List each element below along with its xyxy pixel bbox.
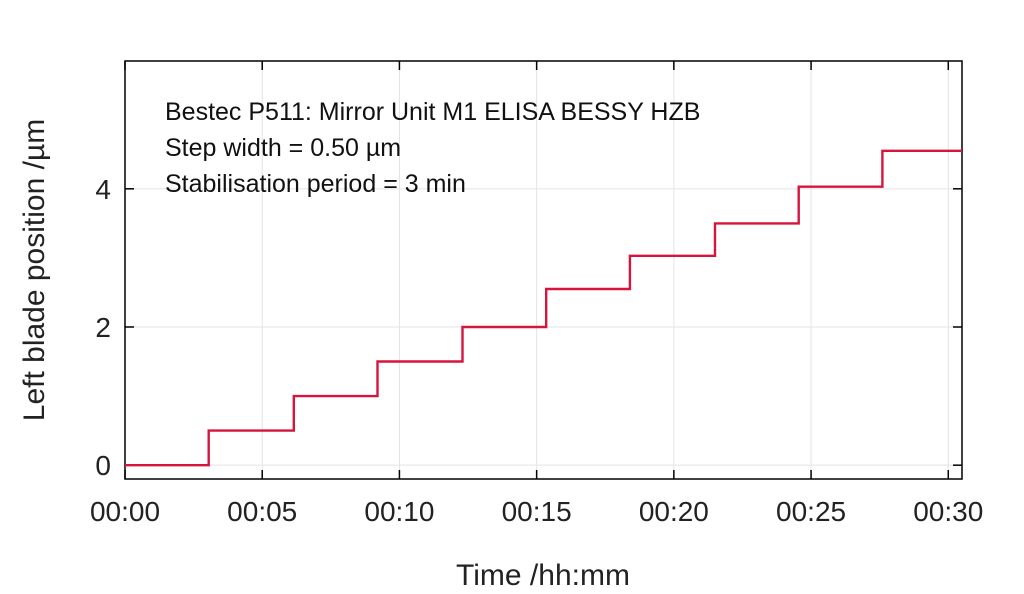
series-line <box>125 149 962 467</box>
x-tick-label: 00:25 <box>776 496 846 527</box>
tick-labels: 00:00 00:05 00:10 00:15 00:20 00:25 00:30 0 2 4 <box>90 174 983 527</box>
y-tick-label: 0 <box>95 450 111 481</box>
x-tick-label: 00:00 <box>90 496 160 527</box>
plot-frame <box>124 60 963 480</box>
x-axis-title: Time /hh:mm <box>456 559 630 592</box>
y-tick-label: 2 <box>95 312 111 343</box>
x-tick-label: 00:30 <box>913 496 983 527</box>
y-axis-title: Left blade position /µm <box>18 119 51 421</box>
annotation-step-width: Step width = 0.50 µm <box>165 134 401 162</box>
x-tick-label: 00:10 <box>364 496 434 527</box>
annotation-title: Bestec P511: Mirror Unit M1 ELISA BESSY … <box>165 98 700 126</box>
y-tick-label: 4 <box>95 174 111 205</box>
annotation-stabilisation: Stabilisation period = 3 min <box>165 170 466 198</box>
x-tick-label: 00:15 <box>502 496 572 527</box>
x-tick-label: 00:20 <box>639 496 709 527</box>
x-tick-label: 00:05 <box>227 496 297 527</box>
axis-ticks <box>124 61 962 479</box>
